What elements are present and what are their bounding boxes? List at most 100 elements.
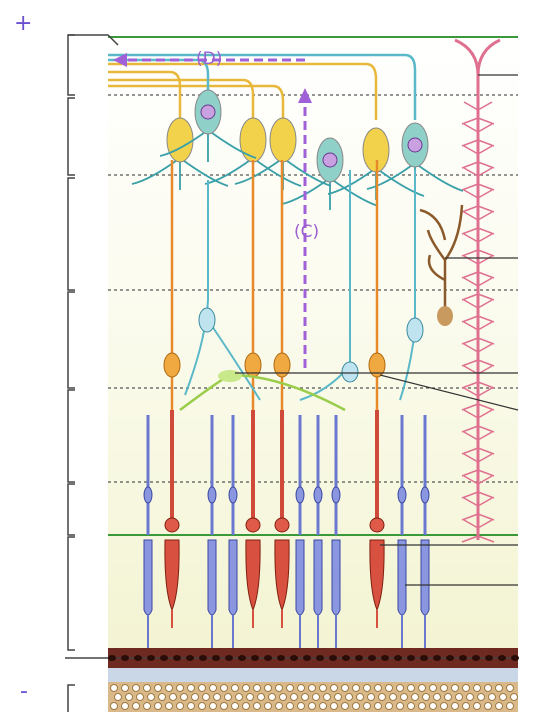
ganglion-cell <box>166 117 194 163</box>
muller-branch <box>461 233 495 257</box>
choroid-cell <box>477 693 485 701</box>
rod-bipolar-body <box>198 307 216 333</box>
choroid-cell <box>264 702 272 710</box>
muller-branch <box>461 365 495 389</box>
choroid-cell <box>242 702 250 710</box>
choroid-cell <box>121 702 129 710</box>
layer-bracket <box>67 483 75 536</box>
choroid-cell <box>363 702 371 710</box>
bipolar-cell <box>163 352 181 378</box>
choroid-cell <box>385 684 393 692</box>
pigment-cell <box>433 655 441 661</box>
rod <box>313 539 323 616</box>
pigment-cell <box>355 655 363 661</box>
choroid-cell <box>165 684 173 692</box>
choroid-cell <box>257 693 265 701</box>
rod-nucleus <box>143 486 153 504</box>
choroid-cell <box>220 684 228 692</box>
pigment-cell <box>485 655 493 661</box>
pigment-cell <box>498 655 506 661</box>
pigment-cell <box>108 655 116 661</box>
choroid-cell <box>418 684 426 692</box>
cone <box>164 539 180 612</box>
choroid-cell <box>356 693 364 701</box>
muller-branch <box>461 475 495 499</box>
choroid-cell <box>187 702 195 710</box>
choroid-cell <box>176 702 184 710</box>
pigment-cell <box>160 655 168 661</box>
muller-branch <box>461 145 495 169</box>
bruch-layer <box>108 668 518 682</box>
muller-branch <box>461 299 495 323</box>
choroid-cell <box>473 684 481 692</box>
bipolar-cell <box>368 352 386 378</box>
dendrites <box>159 129 257 162</box>
choroid-cell <box>242 684 250 692</box>
choroid-cell <box>268 693 276 701</box>
choroid-cell <box>407 702 415 710</box>
rod <box>228 539 238 616</box>
pigment-cell <box>316 655 324 661</box>
muller-branch <box>461 189 495 213</box>
minus-sign: - <box>20 679 28 704</box>
choroid-cell <box>422 693 430 701</box>
pigment-cell <box>381 655 389 661</box>
choroid-cell <box>132 684 140 692</box>
choroid-cell <box>198 702 206 710</box>
muller-branch <box>461 277 495 301</box>
rod <box>331 539 341 616</box>
pigment-cell <box>472 655 480 661</box>
choroid-cell <box>374 702 382 710</box>
choroid-cell <box>506 702 514 710</box>
choroid-cell <box>462 684 470 692</box>
choroid-cell <box>308 702 316 710</box>
cone <box>274 539 290 612</box>
pigment-cell <box>173 655 181 661</box>
choroid-cell <box>286 684 294 692</box>
rod-nucleus <box>397 486 407 504</box>
choroid-cell <box>433 693 441 701</box>
choroid-cell <box>290 693 298 701</box>
layer-bracket <box>67 536 75 651</box>
layer-bracket <box>67 389 75 483</box>
muller-branch <box>461 431 495 455</box>
cone-nucleus <box>274 517 290 533</box>
muller-branch <box>461 519 495 543</box>
rod <box>397 539 407 616</box>
rod-nucleus <box>207 486 217 504</box>
choroid-cell <box>330 702 338 710</box>
choroid-cell <box>143 684 151 692</box>
choroid-cell <box>374 684 382 692</box>
pigment-cell <box>420 655 428 661</box>
choroid-cell <box>462 702 470 710</box>
choroid-cell <box>323 693 331 701</box>
muller-branch <box>461 255 495 279</box>
pathway-c-label: (C) <box>294 222 319 242</box>
layer-bracket <box>67 291 75 389</box>
optic-fiber <box>108 62 378 120</box>
choroid-cell <box>158 693 166 701</box>
pigment-cell <box>225 655 233 661</box>
choroid-cell <box>488 693 496 701</box>
optic-fiber <box>108 78 255 120</box>
optic-fiber <box>108 84 285 120</box>
choroid-cell <box>114 693 122 701</box>
choroid-cell <box>429 702 437 710</box>
choroid-cell <box>444 693 452 701</box>
choroid-cell <box>154 702 162 710</box>
muller-branch <box>461 453 495 477</box>
choroid-cell <box>407 684 415 692</box>
choroid-cell <box>209 702 217 710</box>
rod <box>143 539 153 616</box>
choroid-cell <box>378 693 386 701</box>
muller-branch <box>461 101 495 125</box>
choroid-cell <box>297 702 305 710</box>
choroid-cell <box>451 702 459 710</box>
choroid-cell <box>367 693 375 701</box>
optic-fiber <box>108 53 417 120</box>
pigment-cell <box>121 655 129 661</box>
choroid-cell <box>345 693 353 701</box>
choroid-cell <box>429 684 437 692</box>
choroid-cell <box>400 693 408 701</box>
choroid-cell <box>224 693 232 701</box>
